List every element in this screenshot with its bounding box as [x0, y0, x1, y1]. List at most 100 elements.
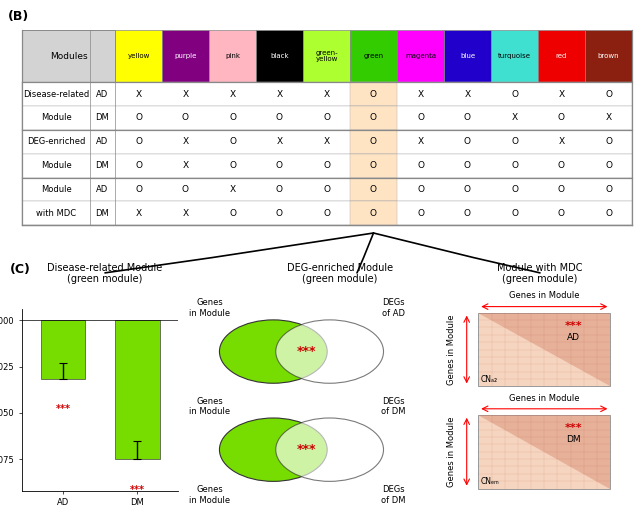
Ellipse shape [219, 418, 327, 481]
Text: X: X [183, 137, 188, 146]
Bar [209, 30, 256, 82]
Text: Genes
in Module: Genes in Module [189, 485, 230, 505]
Text: DEGs
of DM: DEGs of DM [381, 397, 406, 416]
Text: AD: AD [97, 137, 109, 146]
Text: O: O [135, 137, 142, 146]
Text: O: O [276, 161, 283, 170]
Text: O: O [135, 113, 142, 123]
Text: X: X [417, 137, 424, 146]
Bar [115, 30, 162, 82]
Text: AD: AD [97, 185, 109, 194]
Text: X: X [230, 89, 235, 99]
Text: (C): (C) [10, 263, 31, 275]
Text: O: O [370, 137, 377, 146]
Text: O: O [323, 161, 330, 170]
Bar [303, 30, 350, 82]
Bar [585, 30, 632, 82]
Text: red: red [556, 53, 567, 59]
Bar [22, 30, 115, 82]
Ellipse shape [276, 320, 384, 383]
Text: O: O [276, 185, 283, 194]
Text: Genes
in Module: Genes in Module [189, 298, 230, 318]
Text: O: O [370, 209, 377, 218]
Text: AD: AD [97, 89, 109, 99]
Text: O: O [464, 113, 471, 123]
Text: O: O [511, 137, 518, 146]
Text: yellow: yellow [127, 53, 149, 59]
Bar [350, 130, 397, 154]
Text: pink: pink [225, 53, 240, 59]
Text: X: X [417, 89, 424, 99]
Text: X: X [183, 89, 188, 99]
Text: O: O [276, 113, 283, 123]
Ellipse shape [276, 418, 384, 481]
Text: O: O [370, 89, 377, 99]
Bar [115, 320, 160, 459]
Text: X: X [464, 89, 471, 99]
Text: turquoise: turquoise [498, 53, 531, 59]
Text: O: O [370, 113, 377, 123]
Text: X: X [183, 161, 188, 170]
Bar [41, 320, 85, 380]
Text: brown: brown [598, 53, 619, 59]
Text: O: O [229, 209, 236, 218]
Bar [22, 82, 632, 106]
Text: X: X [183, 209, 188, 218]
Bar [22, 106, 632, 130]
Text: ***: *** [55, 404, 71, 413]
Text: DM: DM [95, 209, 109, 218]
Bar [397, 30, 444, 82]
Text: DM: DM [95, 113, 109, 123]
Text: O: O [558, 113, 565, 123]
Text: O: O [276, 209, 283, 218]
Text: Module: Module [41, 185, 71, 194]
Text: O: O [464, 137, 471, 146]
Text: CNₑₘ: CNₑₘ [480, 477, 499, 486]
Text: Genes in Module: Genes in Module [509, 393, 579, 403]
Text: O: O [182, 185, 189, 194]
Text: O: O [511, 89, 518, 99]
Text: Disease-related Module
(green module): Disease-related Module (green module) [47, 263, 163, 284]
Text: O: O [605, 89, 612, 99]
Bar [350, 82, 397, 106]
Text: X: X [324, 89, 329, 99]
Text: Module: Module [41, 113, 71, 123]
Text: X: X [511, 113, 518, 123]
Text: O: O [558, 209, 565, 218]
Bar [162, 30, 209, 82]
Bar [350, 177, 397, 201]
Bar [22, 154, 632, 177]
Bar [478, 415, 611, 489]
Bar [350, 106, 397, 130]
Text: X: X [277, 137, 282, 146]
Text: X: X [230, 185, 235, 194]
Text: X: X [324, 137, 329, 146]
Text: ***: *** [296, 443, 316, 456]
Bar [256, 30, 303, 82]
Text: Modules: Modules [50, 52, 87, 61]
Text: O: O [605, 137, 612, 146]
Bar [444, 30, 491, 82]
Text: Module: Module [41, 161, 71, 170]
Text: O: O [417, 185, 424, 194]
Text: O: O [511, 185, 518, 194]
Text: O: O [323, 113, 330, 123]
Text: magenta: magenta [405, 53, 436, 59]
Text: O: O [370, 161, 377, 170]
Text: O: O [605, 209, 612, 218]
Bar [538, 30, 585, 82]
Text: CNₐ₂: CNₐ₂ [480, 375, 497, 384]
Text: green-
yellow: green- yellow [315, 50, 338, 62]
Text: black: black [270, 53, 289, 59]
Text: X: X [605, 113, 612, 123]
Text: X: X [135, 209, 142, 218]
Text: X: X [277, 89, 282, 99]
Text: O: O [417, 113, 424, 123]
Text: Genes in Module: Genes in Module [509, 291, 579, 300]
Text: DEG-enriched Module
(green module): DEG-enriched Module (green module) [287, 263, 393, 284]
Text: O: O [511, 161, 518, 170]
Text: purple: purple [174, 53, 197, 59]
Text: O: O [605, 185, 612, 194]
Ellipse shape [219, 320, 327, 383]
Text: O: O [370, 185, 377, 194]
